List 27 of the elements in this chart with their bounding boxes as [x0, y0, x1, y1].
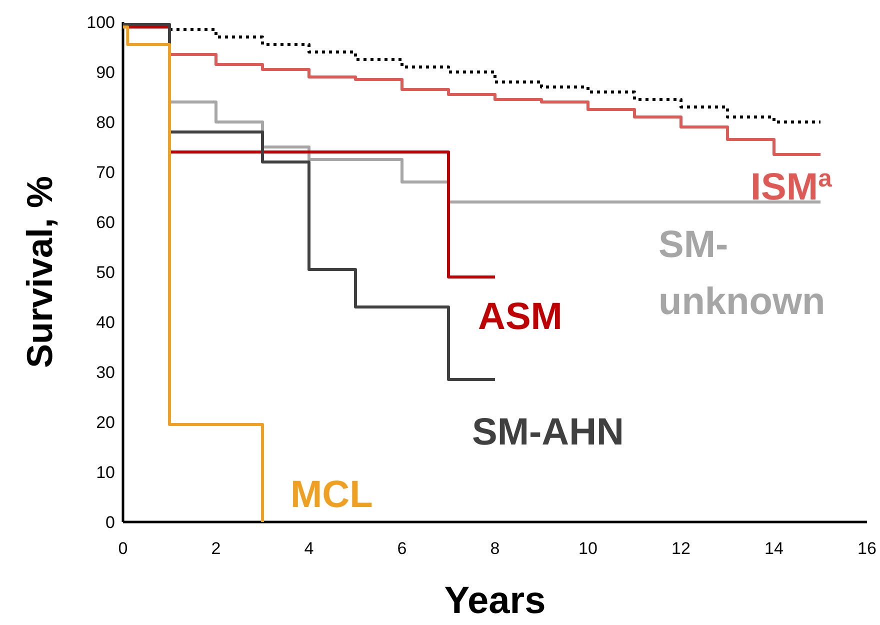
y-tick-label: 40 [96, 312, 115, 332]
x-tick-label: 8 [490, 539, 500, 558]
series-label: ASM [478, 296, 562, 338]
series-label: ISM$^{a}$ [750, 165, 832, 208]
x-tick-label: 10 [578, 539, 598, 558]
y-tick-label: 90 [96, 62, 115, 82]
y-tick-label: 20 [96, 412, 115, 432]
y-tick-label: 30 [96, 362, 115, 382]
x-tick-label: 16 [858, 539, 876, 558]
x-tick-label: 2 [211, 539, 221, 558]
y-tick-label: 0 [106, 512, 115, 532]
y-tick-label: 10 [96, 462, 115, 482]
y-tick-label: 80 [96, 112, 115, 132]
x-tick-label: 6 [397, 539, 407, 558]
x-axis-title: Years [444, 580, 546, 622]
series-label: MCL [290, 474, 373, 516]
y-tick-label: 100 [86, 12, 115, 32]
x-tick-label: 0 [118, 539, 128, 558]
y-tick-label: 60 [96, 212, 115, 232]
y-tick-label: 50 [96, 262, 115, 282]
y-tick-label: 70 [96, 162, 115, 182]
series-label: SM-AHN [472, 412, 624, 454]
y-axis-title: Survival, % [19, 176, 60, 368]
x-tick-label: 4 [304, 539, 314, 558]
x-tick-label: 12 [672, 539, 690, 558]
x-tick-label: 14 [764, 539, 784, 558]
series-label: SM-unknown [658, 224, 826, 323]
